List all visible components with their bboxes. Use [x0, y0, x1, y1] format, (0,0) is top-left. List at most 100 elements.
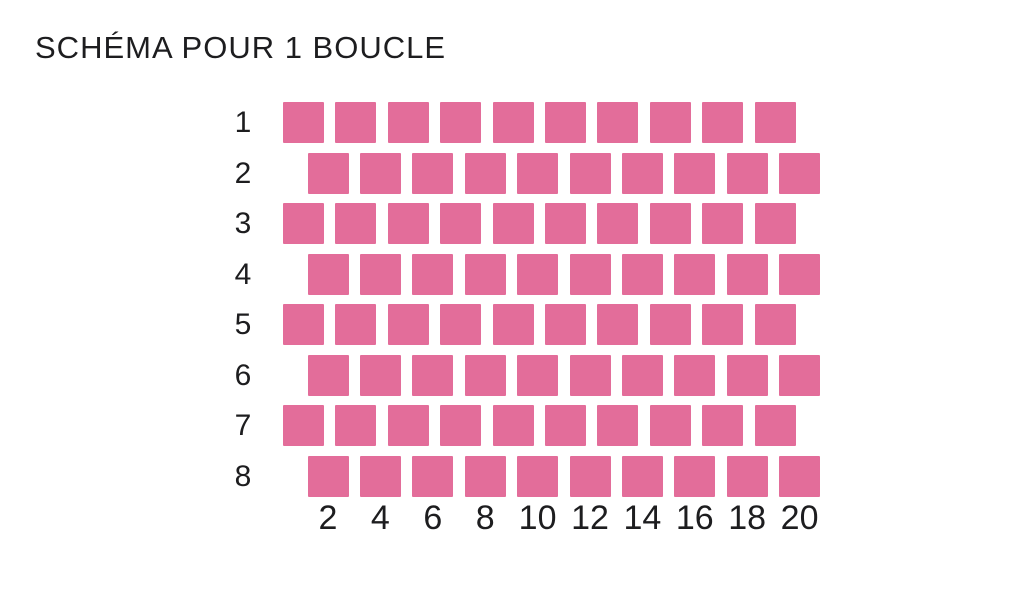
- bead-square: [335, 405, 377, 446]
- row-label-6: 6: [234, 358, 252, 392]
- bead-square: [649, 405, 691, 446]
- bead-square: [387, 102, 429, 143]
- bead-square: [674, 152, 716, 194]
- bead-square: [597, 102, 639, 143]
- bead-square: [387, 203, 429, 244]
- row-label-7: 7: [234, 409, 252, 442]
- bead-square: [569, 455, 611, 497]
- bead-square: [440, 405, 482, 446]
- bead-square: [517, 354, 559, 396]
- bead-square: [359, 455, 401, 497]
- col-label-18: 18: [728, 499, 767, 537]
- bead-square: [754, 203, 796, 244]
- bead-square: [597, 405, 639, 446]
- bead-square: [674, 455, 716, 497]
- page-title: SCHÉMA POUR 1 BOUCLE: [35, 30, 447, 65]
- row-label-2: 2: [234, 156, 252, 190]
- bead-square: [754, 304, 796, 345]
- bead-square: [726, 354, 768, 396]
- bead-square: [359, 354, 401, 396]
- col-label-20: 20: [780, 499, 819, 537]
- bead-square: [621, 354, 663, 396]
- bead-square: [754, 102, 796, 143]
- bead-square: [517, 152, 559, 194]
- bead-square: [726, 152, 768, 194]
- bead-square: [335, 304, 377, 345]
- bead-square: [545, 203, 586, 244]
- col-label-4: 4: [370, 499, 390, 537]
- bead-square: [569, 354, 611, 396]
- bead-square: [674, 354, 716, 396]
- bead-square: [464, 354, 506, 396]
- bead-square: [597, 304, 639, 345]
- bead-square: [283, 405, 324, 446]
- bead-square: [545, 405, 586, 446]
- bead-square: [307, 253, 349, 295]
- bead-square: [440, 203, 482, 244]
- bead-square: [307, 152, 349, 194]
- bead-square: [387, 405, 429, 446]
- bead-square: [702, 203, 744, 244]
- bead-square: [440, 304, 482, 345]
- bead-square: [387, 304, 429, 345]
- bead-square: [597, 203, 639, 244]
- bead-square: [517, 455, 559, 497]
- bead-square: [335, 203, 377, 244]
- row-label-3: 3: [234, 207, 252, 240]
- col-label-8: 8: [475, 499, 495, 537]
- bead-square: [621, 455, 663, 497]
- bead-square: [545, 102, 586, 143]
- bead-square: [649, 102, 691, 143]
- row-label-4: 4: [234, 257, 252, 291]
- col-label-16: 16: [675, 499, 714, 537]
- col-label-6: 6: [423, 499, 443, 537]
- bead-square: [307, 354, 349, 396]
- bead-square: [359, 253, 401, 295]
- bead-square: [412, 152, 454, 194]
- row-label-5: 5: [234, 308, 252, 341]
- bead-square: [335, 102, 377, 143]
- bead-square: [464, 253, 506, 295]
- bead-square: [440, 102, 482, 143]
- bead-square: [621, 253, 663, 295]
- bead-square: [674, 253, 716, 295]
- col-label-12: 12: [571, 499, 609, 537]
- bead-square: [283, 304, 324, 345]
- bead-square: [517, 253, 559, 295]
- bead-square: [307, 455, 349, 497]
- bead-square: [464, 455, 506, 497]
- bead-square: [359, 152, 401, 194]
- bead-square: [412, 354, 454, 396]
- bead-square: [702, 405, 744, 446]
- bead-square: [779, 152, 821, 194]
- bead-square: [702, 102, 744, 143]
- bead-square: [464, 152, 506, 194]
- col-label-10: 10: [518, 499, 557, 537]
- row-label-1: 1: [234, 106, 252, 139]
- bead-square: [702, 304, 744, 345]
- row-label-8: 8: [234, 459, 252, 493]
- bead-square: [779, 354, 821, 396]
- bead-square: [545, 304, 586, 345]
- bead-square: [754, 405, 796, 446]
- bead-square: [726, 455, 768, 497]
- bead-square: [569, 152, 611, 194]
- bead-square: [649, 203, 691, 244]
- bead-square: [492, 102, 534, 143]
- bead-square: [779, 253, 821, 295]
- bead-square: [649, 304, 691, 345]
- bead-square: [621, 152, 663, 194]
- col-label-14: 14: [623, 499, 662, 537]
- bead-square: [492, 203, 534, 244]
- bead-square: [492, 405, 534, 446]
- bead-square: [283, 203, 324, 244]
- bead-square: [492, 304, 534, 345]
- bead-square: [283, 102, 324, 143]
- bead-square: [412, 253, 454, 295]
- bead-square: [726, 253, 768, 295]
- bead-square: [569, 253, 611, 295]
- bead-square: [412, 455, 454, 497]
- bead-square: [779, 455, 821, 497]
